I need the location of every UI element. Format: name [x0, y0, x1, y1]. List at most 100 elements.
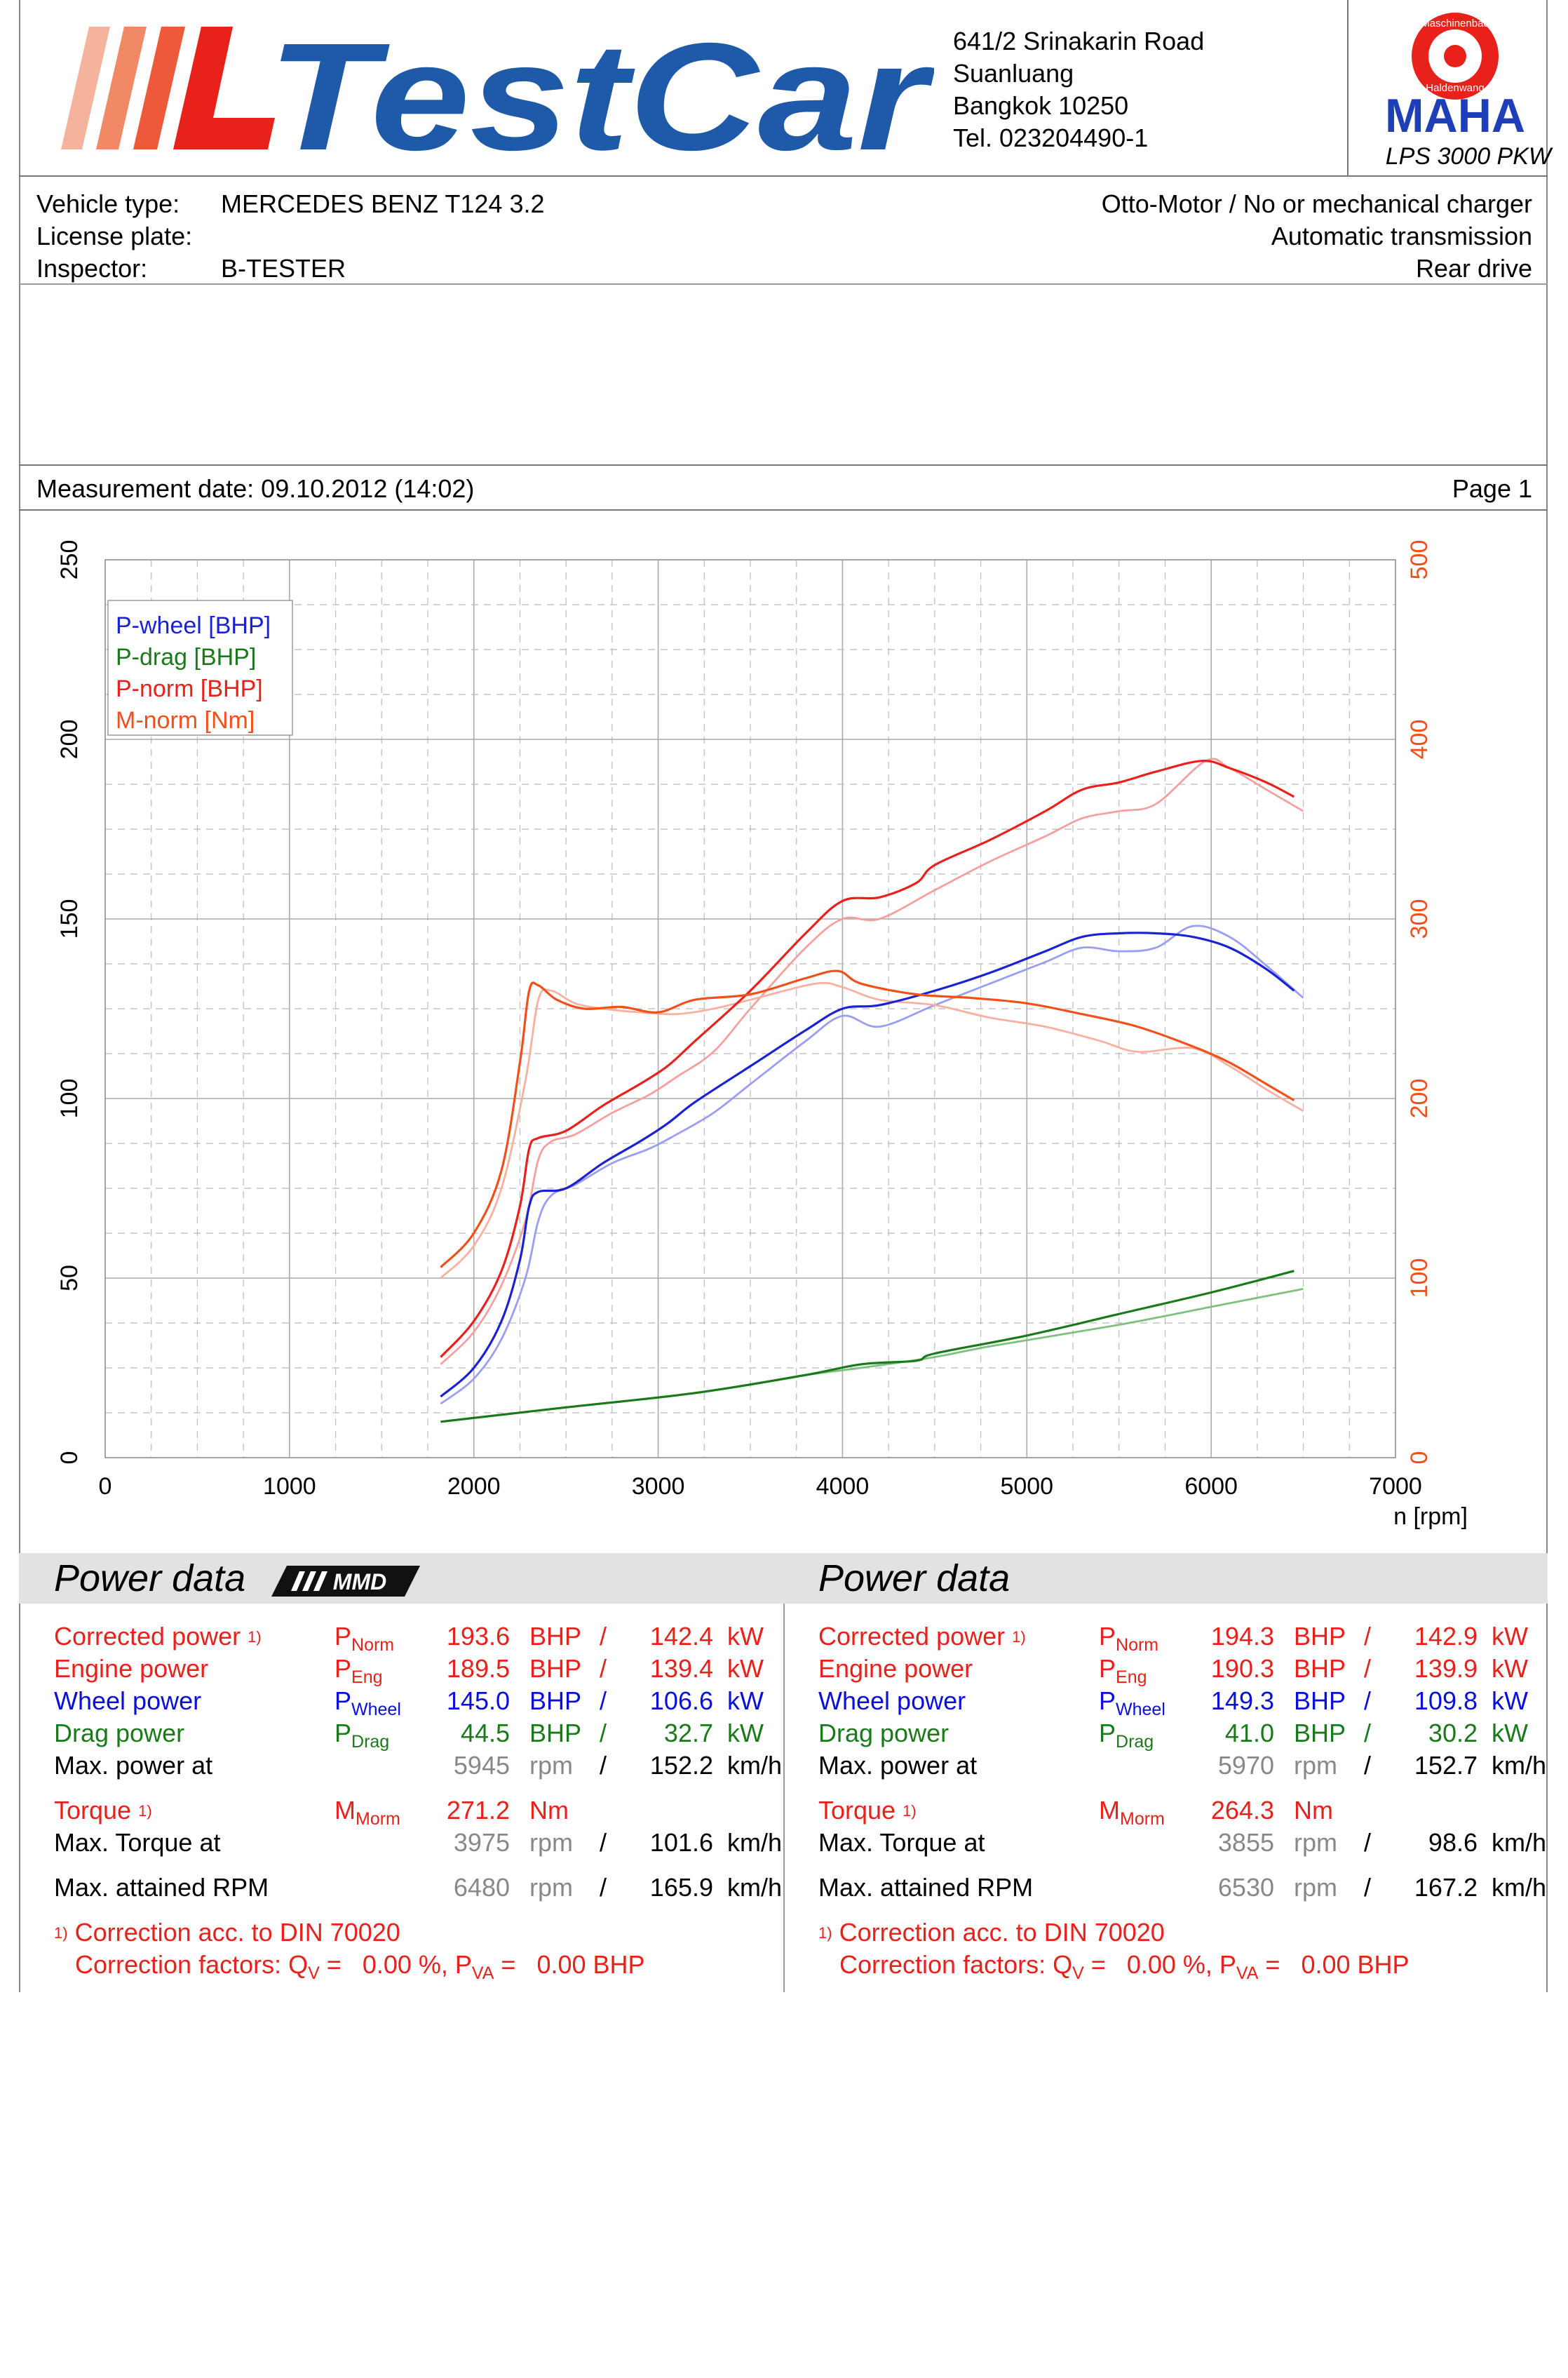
- slash: /: [600, 1654, 607, 1683]
- unit-kw: kW: [1492, 1654, 1528, 1683]
- kw-value: 139.9: [1414, 1654, 1478, 1683]
- maha-seal-bottom: Haldenwang: [1426, 82, 1484, 94]
- unit-kw: kW: [727, 1654, 764, 1683]
- rpm-value: 5970: [1217, 1751, 1274, 1780]
- maha-brand: MAHA: [1385, 89, 1525, 142]
- slash: /: [600, 1622, 607, 1651]
- power-row-symbol: PWheel: [334, 1686, 401, 1720]
- y-right-tick-label: 500: [1406, 540, 1433, 580]
- footnote-sub: VA: [471, 1963, 494, 1983]
- row-label: Drag power: [818, 1719, 949, 1747]
- max-rpm-rpm: 6530: [1190, 1873, 1274, 1902]
- y-left-tick-label: 0: [56, 1451, 83, 1465]
- p-drag-bhp-line-run2: [440, 1288, 1304, 1423]
- power-row-kw: 142.9: [1386, 1622, 1478, 1651]
- y-left-tick-label: 200: [56, 720, 83, 760]
- brand-text: TestCar: [268, 12, 934, 170]
- symbol: P: [1099, 1654, 1116, 1683]
- kw-value: 109.8: [1414, 1686, 1478, 1715]
- kw-value: 139.4: [649, 1654, 713, 1683]
- bhp-value: 44.5: [460, 1719, 510, 1747]
- unit-kw: kW: [1492, 1686, 1528, 1715]
- rpm-unit: rpm: [529, 1873, 573, 1902]
- max-rpm-speed-unit: km/h: [727, 1873, 782, 1902]
- footnote-sub: V: [1072, 1963, 1084, 1983]
- legend-box: [107, 600, 293, 736]
- symbol-sub: Norm: [1116, 1635, 1159, 1655]
- y-right-tick-label: 200: [1406, 1079, 1433, 1119]
- power-row-label: Wheel power: [54, 1686, 201, 1716]
- power-row-label: Drag power: [818, 1719, 949, 1748]
- chart-area: 0 1000 2000 3000 4000 5000 6000 7000 n [rpm] 0 50 1…: [19, 511, 1548, 1549]
- testcar-logo: TestCar: [61, 12, 934, 170]
- power-row-slash: /: [600, 1622, 607, 1651]
- kw-value: 106.6: [649, 1686, 713, 1715]
- rpm-unit: rpm: [529, 1828, 573, 1857]
- mmd-badge: MMD: [271, 1565, 421, 1597]
- slash: /: [1364, 1622, 1372, 1651]
- p-norm-bhp-line-run1: [440, 760, 1295, 1358]
- row-label: Wheel power: [818, 1686, 966, 1715]
- row-label: Max. attained RPM: [818, 1873, 1034, 1902]
- legend-entry: M-norm [Nm]: [116, 707, 255, 734]
- rpm-value: 6530: [1217, 1873, 1274, 1902]
- max-power-rpm: 5945: [426, 1751, 510, 1780]
- bhp-value: 149.3: [1210, 1686, 1274, 1715]
- slash: /: [1364, 1686, 1372, 1715]
- power-row-unit: BHP: [1294, 1686, 1346, 1716]
- address-line: Tel. 023204490-1: [953, 123, 1149, 152]
- power-row-bhp: 145.0: [412, 1686, 510, 1716]
- torque-label: Torque 1): [54, 1796, 152, 1825]
- speed-unit: km/h: [1492, 1873, 1547, 1902]
- max-power-speed: 152.2: [622, 1751, 713, 1780]
- footnote-text: = 0.00 BHP: [1258, 1950, 1410, 1979]
- bhp-value: 190.3: [1210, 1654, 1274, 1683]
- max-power-speed-unit: km/h: [727, 1751, 782, 1780]
- max-torque-slash: /: [600, 1828, 607, 1858]
- slash: /: [600, 1751, 607, 1780]
- unit-bhp: BHP: [529, 1654, 582, 1683]
- max-torque-rpm: 3975: [426, 1828, 510, 1858]
- symbol-sub: Wheel: [351, 1700, 401, 1719]
- kw-value: 142.9: [1414, 1622, 1478, 1651]
- power-row-symbol: PDrag: [1099, 1719, 1154, 1752]
- max-power-slash: /: [600, 1751, 607, 1780]
- power-row-unit: BHP: [1294, 1622, 1346, 1651]
- power-row-unit: kW: [727, 1719, 764, 1748]
- power-row-bhp: 44.5: [412, 1719, 510, 1748]
- power-row-symbol: PDrag: [334, 1719, 389, 1752]
- rpm-value: 5945: [453, 1751, 510, 1780]
- bhp-value: 193.6: [446, 1622, 510, 1651]
- row-label: Max. power at: [818, 1751, 978, 1780]
- footnote-text: = 0.00 BHP: [494, 1950, 645, 1979]
- address-block: 641/2 Srinakarin Road Suanluang Bangkok …: [953, 25, 1204, 154]
- speed-value: 101.6: [649, 1828, 713, 1857]
- symbol-sub: Eng: [351, 1667, 383, 1687]
- max-torque-rpm-unit: rpm: [1294, 1828, 1337, 1858]
- power-row-bhp: 194.3: [1176, 1622, 1274, 1651]
- slash: /: [600, 1719, 607, 1747]
- symbol-sub: Morm: [1120, 1809, 1165, 1829]
- power-row-bhp: 190.3: [1176, 1654, 1274, 1684]
- max-rpm-speed: 165.9: [622, 1873, 713, 1902]
- y-left-tick-label: 250: [56, 540, 83, 580]
- row-label: Wheel power: [54, 1686, 202, 1715]
- transmission: Automatic transmission: [1271, 222, 1532, 250]
- rpm-unit: rpm: [1294, 1873, 1337, 1902]
- legend-entry: P-wheel [BHP]: [116, 612, 271, 639]
- max-torque-speed: 98.6: [1386, 1828, 1478, 1858]
- y-left-tick-label: 100: [56, 1079, 83, 1119]
- measurement-date: Measurement date: 09.10.2012 (14:02): [36, 474, 475, 503]
- power-row-unit: BHP: [529, 1719, 581, 1748]
- power-row-label: Engine power: [54, 1654, 208, 1684]
- symbol-sub: Drag: [1116, 1732, 1154, 1752]
- p-wheel-bhp-line-run1: [440, 932, 1295, 1398]
- max-torque-rpm: 3855: [1190, 1828, 1274, 1858]
- slash: /: [1364, 1873, 1372, 1902]
- power-row-kw: 30.2: [1386, 1719, 1478, 1748]
- header-divider: [1347, 0, 1349, 175]
- y-right-tick-label: 100: [1406, 1258, 1433, 1298]
- torque-unit: Nm: [1294, 1796, 1333, 1825]
- row-label: Corrected power: [54, 1622, 241, 1651]
